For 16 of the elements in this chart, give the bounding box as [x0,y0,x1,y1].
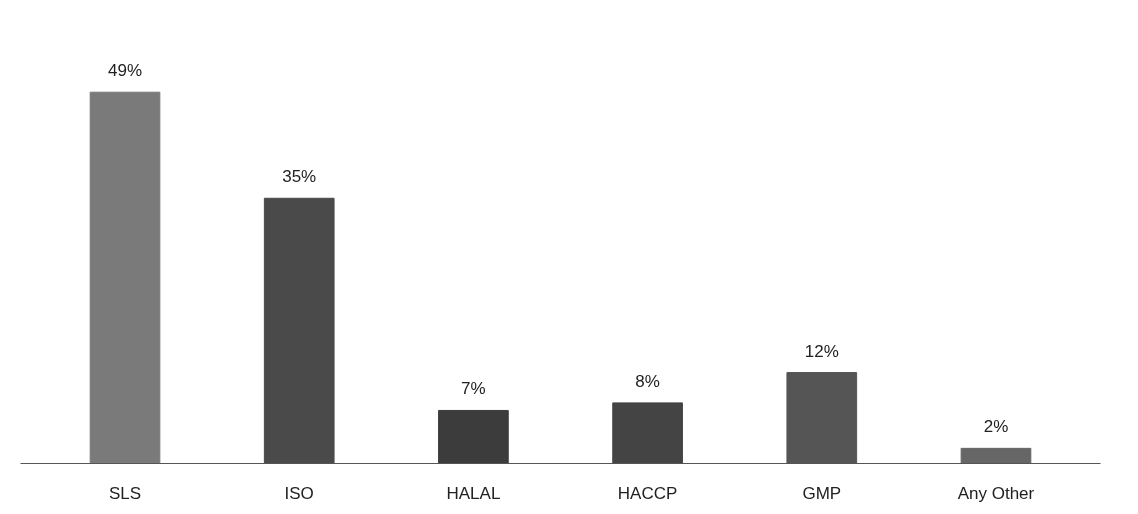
bar [612,402,683,464]
data-label: 2% [983,417,1009,437]
x-tick-label: HACCP [617,483,678,503]
bar [89,91,161,464]
x-tick-label: HALAL [446,483,501,503]
bar [960,447,1032,464]
data-label: 49% [108,61,143,81]
x-tick-label: GMP [802,483,842,503]
x-tick-label: SLS [108,483,142,503]
x-tick-label: Any Other [957,483,1035,503]
data-label: 7% [461,379,486,399]
bar [438,409,509,464]
data-label: 35% [282,167,317,187]
data-label: 12% [804,341,839,361]
data-label: 8% [635,371,660,391]
x-tick-label: ISO [284,483,314,503]
